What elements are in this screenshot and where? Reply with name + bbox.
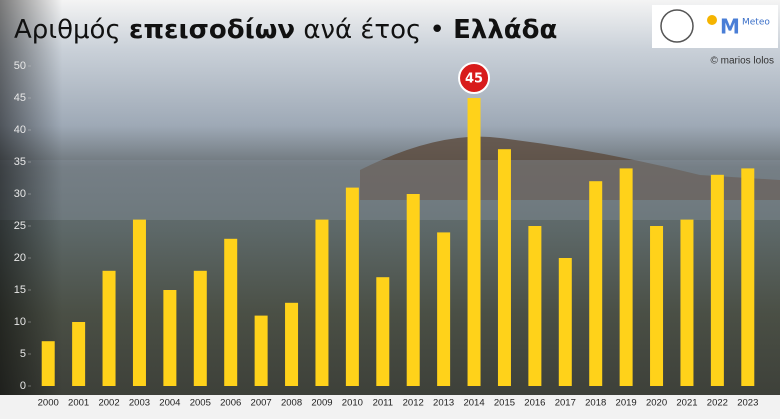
x-tick-label: 2022 [707,398,728,409]
x-tick-label: 2010 [342,398,363,409]
x-tick-label: 2011 [373,398,393,409]
bar [589,181,603,386]
x-axis-strip [0,395,780,419]
x-tick-label: 2006 [220,398,241,409]
bar [224,238,238,386]
bar [710,174,724,386]
bar [467,98,481,386]
bar [254,315,268,386]
x-tick-label: 2012 [403,398,424,409]
x-tick-label: 2017 [555,398,576,409]
x-tick-label: 2002 [98,398,119,409]
bar [163,290,177,386]
bar [406,194,420,386]
bar [619,168,633,386]
y-tick-label: 10 [14,316,26,328]
bar [132,219,146,386]
x-tick-label: 2020 [646,398,667,409]
bar [497,149,511,386]
y-tick-label: 20 [14,252,26,264]
x-tick-label: 2016 [524,398,545,409]
x-tick-label: 2009 [311,398,332,409]
title-part: επεισοδίων [129,15,295,45]
x-tick-label: 2004 [159,398,180,409]
logo-text: Meteo [742,18,770,28]
y-tick-label: 15 [14,284,26,296]
x-tick-label: 2019 [616,398,637,409]
x-tick-label: 2023 [737,398,758,409]
x-tick-label: 2003 [129,398,150,409]
x-tick-label: 2000 [38,398,59,409]
bar [41,341,55,386]
bar [102,270,116,386]
bar [345,187,359,386]
bar [72,322,86,386]
y-tick-label: 35 [14,156,26,168]
x-tick-label: 2018 [585,398,606,409]
bar [285,302,299,386]
title-part: Ελλάδα [453,15,557,45]
bar [680,219,694,386]
chart-title: Αριθμός επεισοδίων ανά έτος • Ελλάδα [14,15,557,45]
x-tick-label: 2014 [463,398,484,409]
y-tick-label: 25 [14,220,26,232]
x-tick-label: 2021 [676,398,697,409]
y-tick-label: 30 [14,188,26,200]
bar [437,232,451,386]
x-tick-label: 2007 [251,398,272,409]
y-tick-label: 40 [14,124,26,136]
value-label: 45 [465,72,483,87]
y-tick-label: 50 [14,60,26,72]
bar [528,226,542,386]
x-tick-label: 2013 [433,398,454,409]
title-part: ανά έτος • [303,15,445,45]
credit: © marios lolos [711,56,775,67]
bar [650,226,664,386]
highlight-badge [458,62,491,94]
x-tick-label: 2008 [281,398,302,409]
sun-icon [707,15,717,25]
bar [315,219,329,386]
y-tick-label: 5 [20,348,26,360]
y-tick-label: 0 [20,380,26,392]
bar [741,168,755,386]
x-tick-label: 2015 [494,398,515,409]
bar [558,258,572,386]
university-logo [660,9,694,43]
bar [376,277,390,386]
title-part: Αριθμός [14,15,121,45]
bar [193,270,207,386]
x-tick-label: 2005 [190,398,211,409]
logo-m: M [720,15,740,39]
x-tick-label: 2001 [68,398,89,409]
y-tick-label: 45 [14,92,26,104]
